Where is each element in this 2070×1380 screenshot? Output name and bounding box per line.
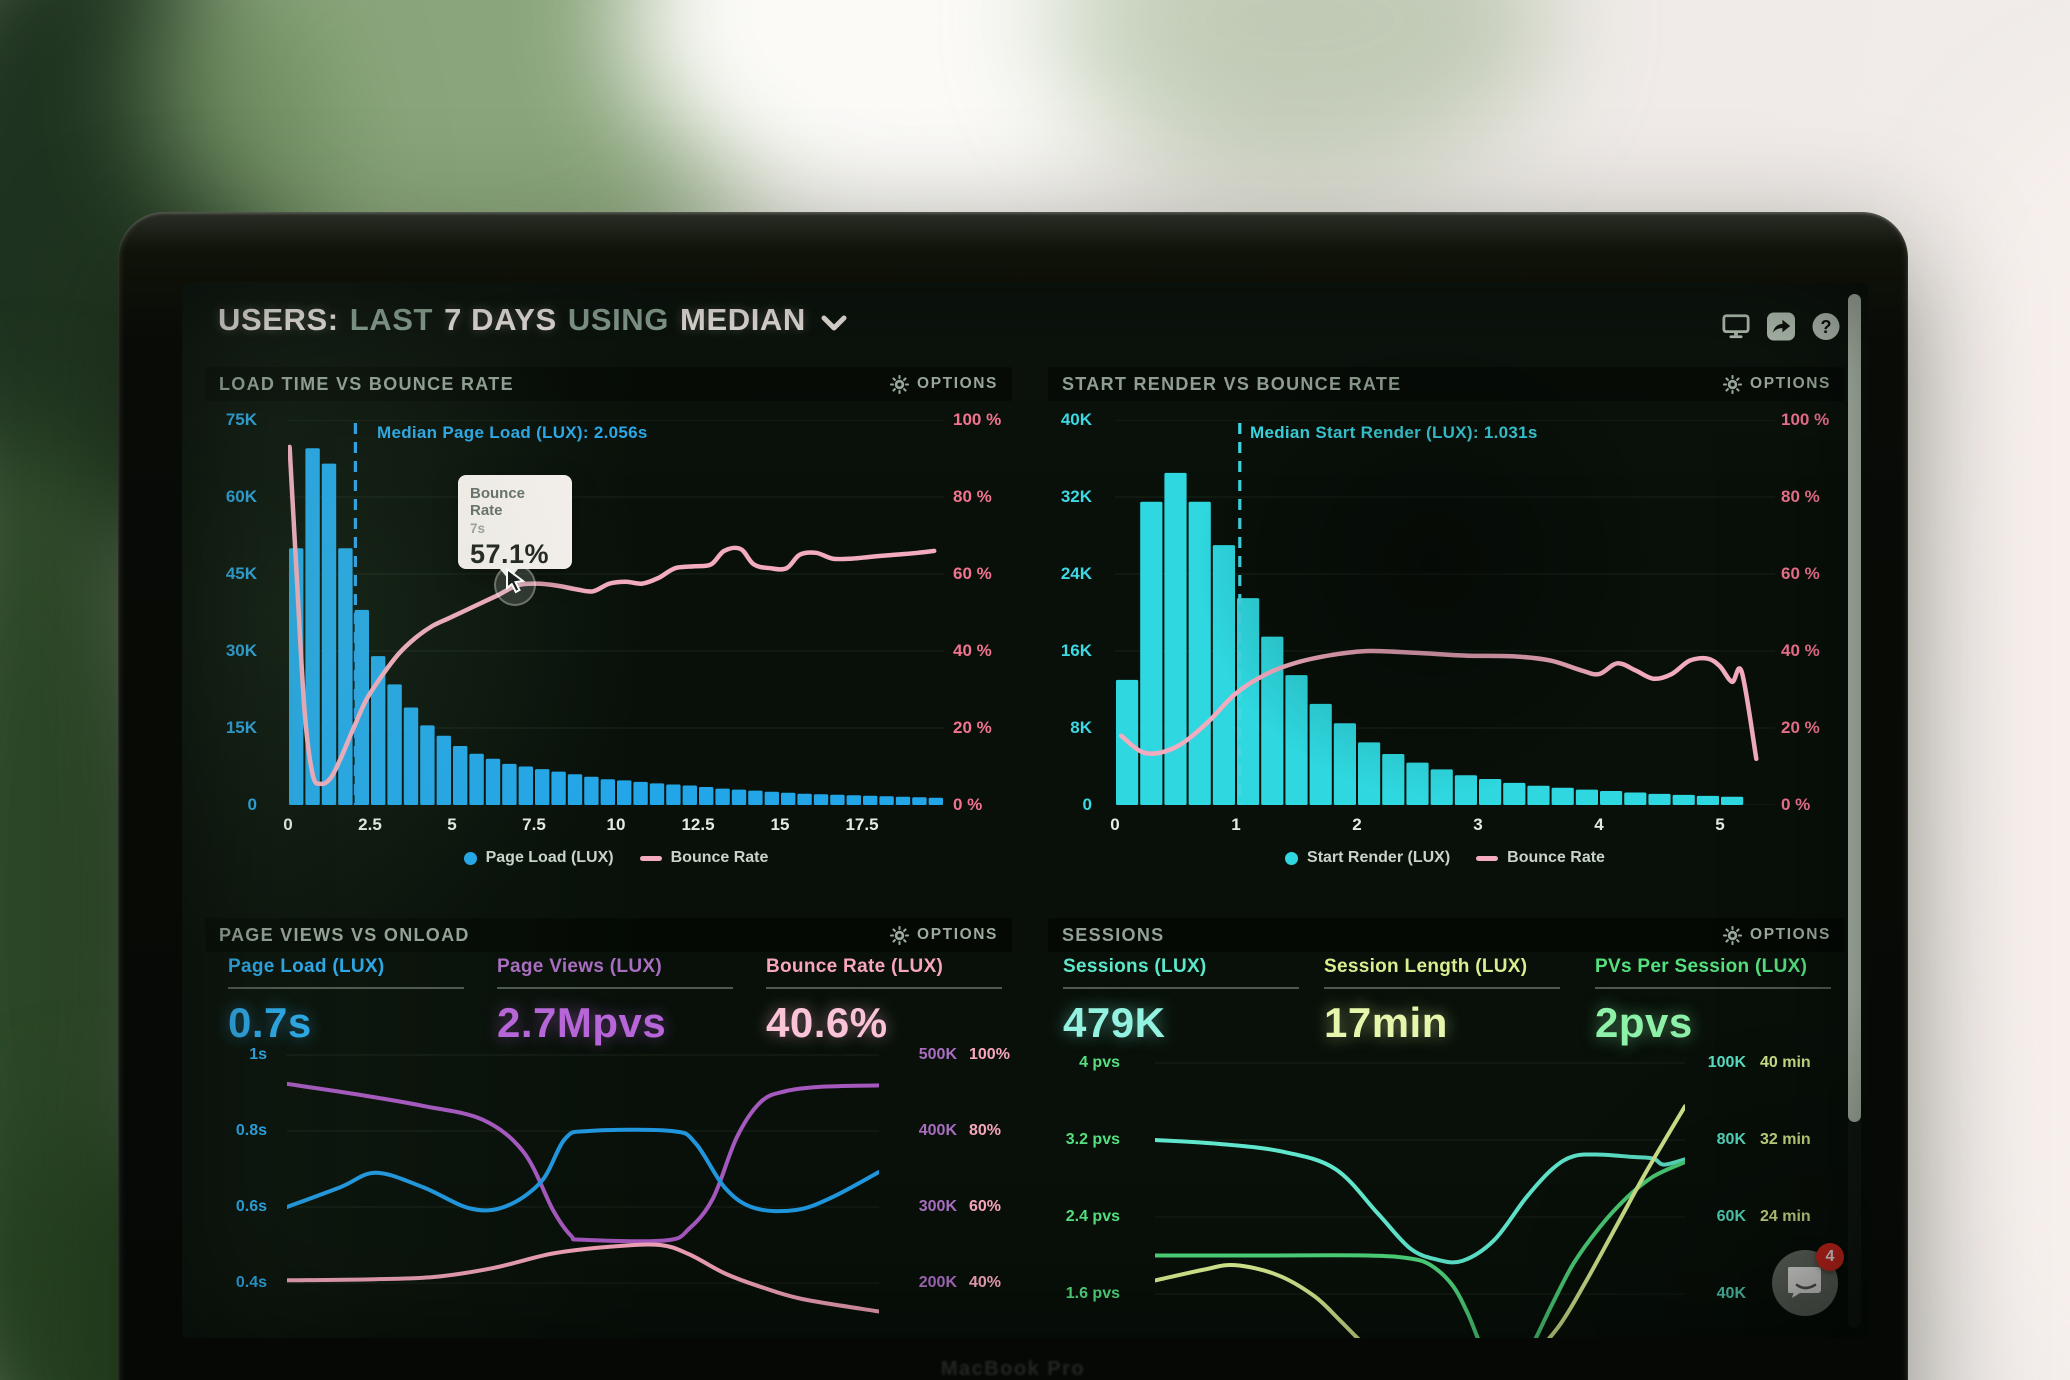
metric-page-views: Page Views (LUX) 2.7Mpvs [497,956,737,1047]
panel-header: SESSIONS OPTIONS [1048,918,1845,952]
legend-dot [1285,851,1299,865]
load-time-histogram[interactable] [288,420,944,805]
panel-title: SESSIONS [1062,924,1165,945]
y-axis-right: 100 % 80 % 60 % 40 % 20 % 0 % [953,410,1002,814]
device-brand-label: MacBook Pro [940,1358,1086,1380]
panel-title: START RENDER VS BOUNCE RATE [1062,373,1402,394]
legend-item-bounce-rate[interactable]: Bounce Rate [1476,849,1605,867]
panel-header: PAGE VIEWS VS ONLOAD OPTIONS [205,918,1012,952]
chart-tooltip: Bounce Rate 7s 57.1% [458,475,572,580]
chat-bubble-icon [1788,1267,1821,1298]
x-axis: 0 2.5 5 7.5 10 12.5 15 17.5 [283,815,879,834]
y-axis-right-percent: 100% 80% 60% 40% [969,1046,1010,1291]
y-axis-right: 100 % 80 % 60 % 40 % 20 % 0 % [1781,410,1830,814]
panel-start-render-vs-bounce-rate: START RENDER VS BOUNCE RATE OPTIONS [1048,367,1845,912]
legend-item-page-load[interactable]: Page Load (LUX) [463,849,614,867]
gear-icon [890,374,910,394]
legend-dash [1476,855,1499,861]
metric-sessions: Sessions (LUX) 479K [1063,956,1303,1047]
panel-load-time-vs-bounce-rate: LOAD TIME VS BOUNCE RATE OPTIONS [205,367,1012,912]
y-axis-left: 40K 32K 24K 16K 8K 0 [1060,410,1092,814]
notification-badge: 4 [1816,1243,1844,1271]
share-icon[interactable] [1767,312,1795,340]
panel-header: START RENDER VS BOUNCE RATE OPTIONS [1048,367,1845,401]
chart-legend: Start Render (LUX) Bounce Rate [1115,849,1775,867]
chat-launcher-button[interactable]: 4 [1772,1243,1844,1316]
header-toolbar: ? [1722,312,1840,340]
display-icon[interactable] [1722,312,1750,340]
header-segment: USERS: [218,302,339,337]
mouse-cursor [506,568,526,594]
metric-page-load: Page Load (LUX) 0.7s [228,956,468,1047]
panel-header: LOAD TIME VS BOUNCE RATE OPTIONS [205,367,1012,401]
report-scope-dropdown[interactable]: USERS: LAST 7 DAYS USING MEDIAN [218,298,847,342]
legend-dash [639,855,662,861]
chart-legend: Page Load (LUX) Bounce Rate [288,849,944,867]
gear-icon [1723,374,1743,394]
y-axis-left: 1s 0.8s 0.6s 0.4s [235,1046,267,1291]
options-button[interactable]: OPTIONS [1723,374,1831,394]
header-segment: 7 DAYS [444,302,557,337]
panel-sessions: SESSIONS OPTIONS Sessi [1048,918,1845,1338]
header-segment: MEDIAN [680,302,806,337]
sessions-line-chart[interactable] [1155,1016,1685,1338]
svg-text:?: ? [1820,315,1831,336]
metric-bounce-rate: Bounce Rate (LUX) 40.6% [766,956,1006,1047]
tooltip-x-value: 7s [470,521,486,536]
chevron-down-icon[interactable] [821,315,847,332]
gear-icon [890,925,910,945]
y-axis-left: 75K 60K 45K 30K 15K 0 [225,410,257,814]
options-button[interactable]: OPTIONS [890,925,998,945]
options-button[interactable]: OPTIONS [890,374,998,394]
y-axis-right-minutes: 40 min 32 min 24 min [1760,1054,1811,1225]
y-axis-left: 4 pvs 3.2 pvs 2.4 pvs 1.6 pvs [1065,1054,1120,1302]
metric-session-length: Session Length (LUX) 17min [1324,956,1564,1047]
header-segment: LAST [349,302,434,337]
page-views-onload-line-chart[interactable] [287,1016,879,1338]
legend-dot [463,851,477,865]
scrollbar-thumb[interactable] [1848,294,1861,1122]
panel-page-views-vs-onload: PAGE VIEWS VS ONLOAD OPTIONS [205,918,1012,1338]
options-button[interactable]: OPTIONS [1723,925,1831,945]
laptop-bezel: USERS: LAST 7 DAYS USING MEDIAN [118,212,1908,1380]
dashboard-screen: USERS: LAST 7 DAYS USING MEDIAN [182,282,1868,1338]
gear-icon [1723,925,1743,945]
start-render-histogram[interactable] [1115,420,1775,805]
median-annotation: Median Start Render (LUX): 1.031s [1250,423,1538,442]
legend-item-start-render[interactable]: Start Render (LUX) [1285,849,1450,867]
panel-title: PAGE VIEWS VS ONLOAD [219,924,470,945]
tooltip-series: Bounce Rate [470,485,526,519]
median-annotation: Median Page Load (LUX): 2.056s [377,423,648,442]
metric-pvs-per-session: PVs Per Session (LUX) 2pvs [1595,956,1835,1047]
y-axis-right-sessions: 100K 80K 60K 40K [1707,1054,1746,1302]
header-segment: USING [567,302,670,337]
legend-item-bounce-rate[interactable]: Bounce Rate [639,849,768,867]
y-axis-right-volume: 500K 400K 300K 200K [918,1046,957,1291]
help-icon[interactable]: ? [1812,312,1840,340]
panel-title: LOAD TIME VS BOUNCE RATE [219,373,514,394]
